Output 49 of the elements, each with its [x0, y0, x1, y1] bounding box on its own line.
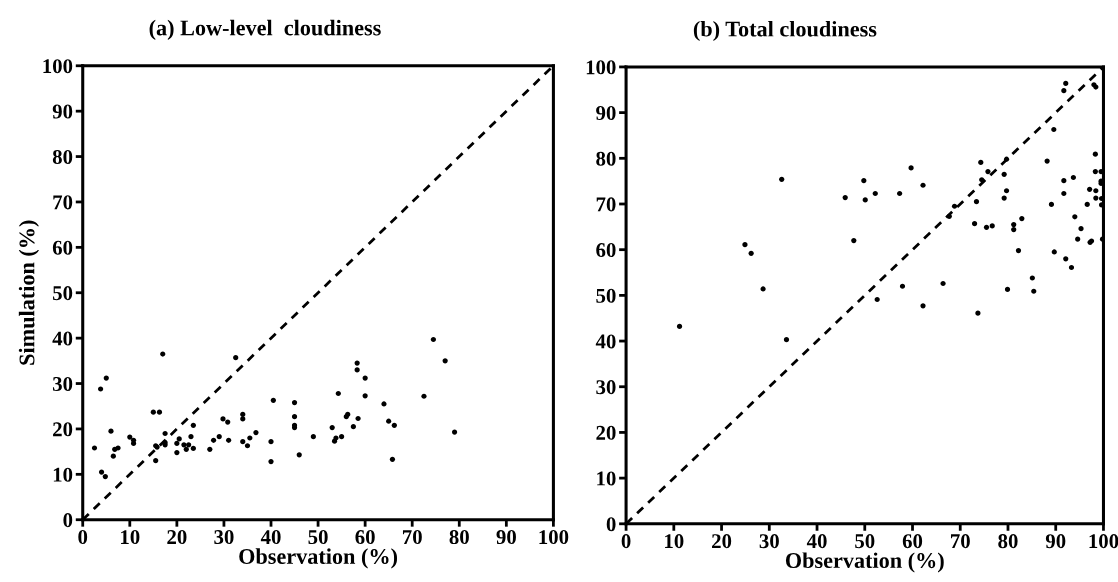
y-tick-label: 30 — [596, 380, 616, 395]
x-tick-label: 0 — [621, 534, 631, 549]
y-tick-label: 60 — [52, 240, 73, 255]
x-tick-label: 70 — [951, 534, 970, 549]
y-tick-label: 10 — [597, 471, 616, 486]
y-tick-label: 60 — [596, 243, 616, 258]
y-tick-label: 90 — [52, 104, 73, 119]
x-tick-label: 10 — [665, 534, 684, 549]
y-tick-label: 70 — [53, 195, 73, 210]
x-tick-label: 0 — [78, 530, 88, 545]
x-tick-label: 60 — [355, 530, 375, 545]
x-tick-label: 60 — [902, 534, 923, 549]
y-axis-title: Simulation (%) — [18, 220, 39, 365]
y-tick-label: 20 — [596, 425, 616, 440]
x-tick-label: 50 — [855, 534, 875, 549]
x-tick-label: 80 — [998, 534, 1018, 549]
y-tick-label: 10 — [53, 467, 73, 482]
x-tick-label: 30 — [759, 534, 779, 549]
x-tick-label: 70 — [402, 530, 422, 545]
x-tick-label: 40 — [806, 534, 827, 549]
y-tick-label: 50 — [596, 288, 616, 303]
x-tick-label: 20 — [712, 534, 732, 549]
y-tick-label: 40 — [52, 331, 73, 346]
y-tick-label: 90 — [596, 105, 616, 121]
y-tick-label: 80 — [596, 151, 616, 166]
y-tick-label: 100 — [586, 60, 616, 75]
x-tick-label: 50 — [308, 530, 328, 545]
y-tick-label: 50 — [53, 286, 73, 301]
y-tick-label: 80 — [52, 149, 73, 164]
y-tick-label: 100 — [43, 59, 73, 74]
x-tick-label: 10 — [121, 530, 140, 545]
x-axis-title: Observation (%) — [239, 548, 398, 569]
x-tick-label: 100 — [1089, 534, 1118, 549]
y-tick-label: 30 — [52, 376, 73, 391]
x-tick-label: 30 — [214, 530, 234, 545]
x-tick-label: 20 — [167, 530, 187, 545]
x-axis-title: Observation (%) — [785, 552, 944, 573]
chart-title: (b) Total cloudiness — [693, 20, 877, 42]
chart-title: (a) Low-level cloudiness — [149, 19, 381, 40]
y-tick-label: 40 — [595, 334, 616, 349]
x-tick-label: 90 — [1045, 534, 1066, 549]
y-tick-label: 70 — [596, 197, 616, 212]
x-tick-label: 100 — [539, 530, 569, 545]
x-tick-label: 90 — [496, 530, 516, 545]
x-tick-label: 80 — [449, 530, 469, 545]
y-tick-label: 0 — [63, 513, 73, 528]
y-tick-label: 0 — [606, 517, 616, 532]
y-tick-label: 20 — [53, 422, 73, 437]
x-tick-label: 40 — [260, 530, 281, 545]
